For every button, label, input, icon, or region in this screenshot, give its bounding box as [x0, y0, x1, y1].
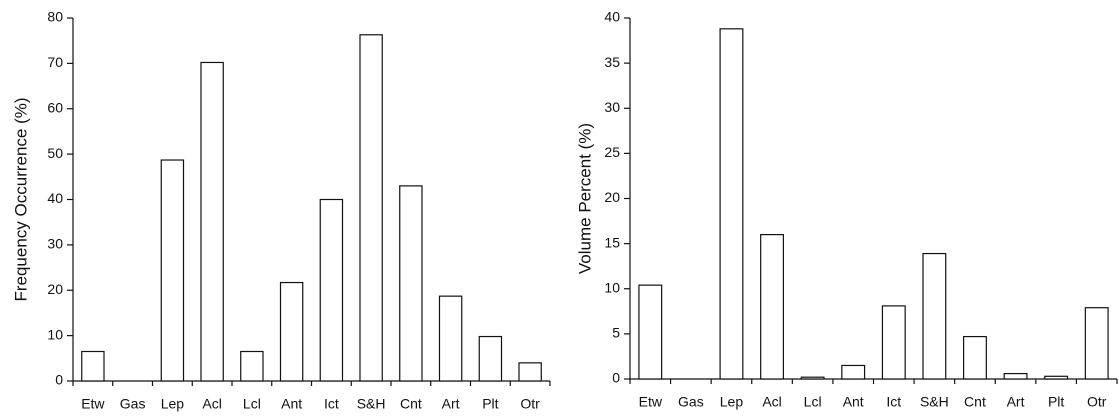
- x-tick-label: Gas: [678, 394, 704, 410]
- y-tick-label: 25: [604, 144, 620, 160]
- bar: [279, 281, 304, 382]
- bar: [319, 198, 344, 382]
- bar: [1084, 307, 1109, 380]
- x-tick-label: Cnt: [964, 394, 986, 410]
- x-tick-label: Lep: [161, 396, 185, 412]
- bar: [240, 350, 264, 382]
- bar: [841, 364, 866, 380]
- x-tick-label: Otr: [1087, 394, 1107, 410]
- y-axis-label: Volume Percent (%): [575, 123, 594, 274]
- x-tick-label: Ant: [843, 394, 864, 410]
- x-tick-label: S&H: [920, 394, 949, 410]
- x-tick-label: Cnt: [400, 396, 422, 412]
- bar: [922, 252, 947, 380]
- y-tick-label: 20: [47, 281, 63, 297]
- bar: [800, 376, 825, 380]
- bar: [638, 284, 663, 380]
- x-tick-label: Gas: [120, 396, 146, 412]
- bar: [760, 234, 785, 380]
- bar: [881, 305, 906, 380]
- x-tick-label: Etw: [639, 394, 663, 410]
- y-tick-label: 60: [47, 99, 63, 115]
- y-tick-label: 70: [47, 54, 63, 70]
- x-tick-label: Art: [442, 396, 460, 412]
- bar: [359, 34, 383, 382]
- y-tick-label: 40: [604, 9, 620, 25]
- bar: [962, 335, 987, 380]
- x-tick-label: Acl: [762, 394, 781, 410]
- x-tick-label: Lep: [720, 394, 744, 410]
- x-tick-label: Ict: [886, 394, 901, 410]
- y-tick-label: 20: [604, 189, 620, 205]
- bar: [1003, 372, 1028, 380]
- y-tick-label: 30: [604, 99, 620, 115]
- bar: [478, 335, 503, 382]
- bar: [160, 159, 185, 382]
- bar: [81, 350, 105, 382]
- y-tick-label: 80: [47, 9, 63, 25]
- x-tick-label: Plt: [482, 396, 498, 412]
- bar: [719, 28, 744, 380]
- y-tick-label: 30: [47, 236, 63, 252]
- bar: [1044, 375, 1069, 380]
- x-tick-label: Plt: [1048, 394, 1064, 410]
- y-tick-label: 0: [612, 370, 620, 386]
- y-axis-label: Frequency Occurrence (%): [11, 97, 30, 301]
- y-tick-label: 10: [47, 326, 63, 342]
- y-tick-label: 0: [55, 372, 63, 388]
- x-tick-label: Lcl: [804, 394, 822, 410]
- x-tick-label: Acl: [202, 396, 221, 412]
- x-tick-label: Art: [1007, 394, 1025, 410]
- y-tick-label: 15: [604, 234, 620, 250]
- x-tick-label: Lcl: [243, 396, 261, 412]
- y-tick-label: 10: [604, 279, 620, 295]
- x-tick-label: S&H: [357, 396, 386, 412]
- x-tick-label: Etw: [81, 396, 105, 412]
- y-tick-label: 50: [47, 145, 63, 161]
- y-tick-label: 35: [604, 54, 620, 70]
- bar: [399, 185, 423, 382]
- y-tick-label: 40: [47, 190, 63, 206]
- x-tick-label: Otr: [520, 396, 540, 412]
- bar: [438, 295, 463, 382]
- bar: [518, 362, 542, 382]
- bar: [200, 61, 224, 382]
- x-tick-label: Ict: [324, 396, 339, 412]
- y-tick-label: 5: [612, 325, 620, 341]
- x-tick-label: Ant: [281, 396, 302, 412]
